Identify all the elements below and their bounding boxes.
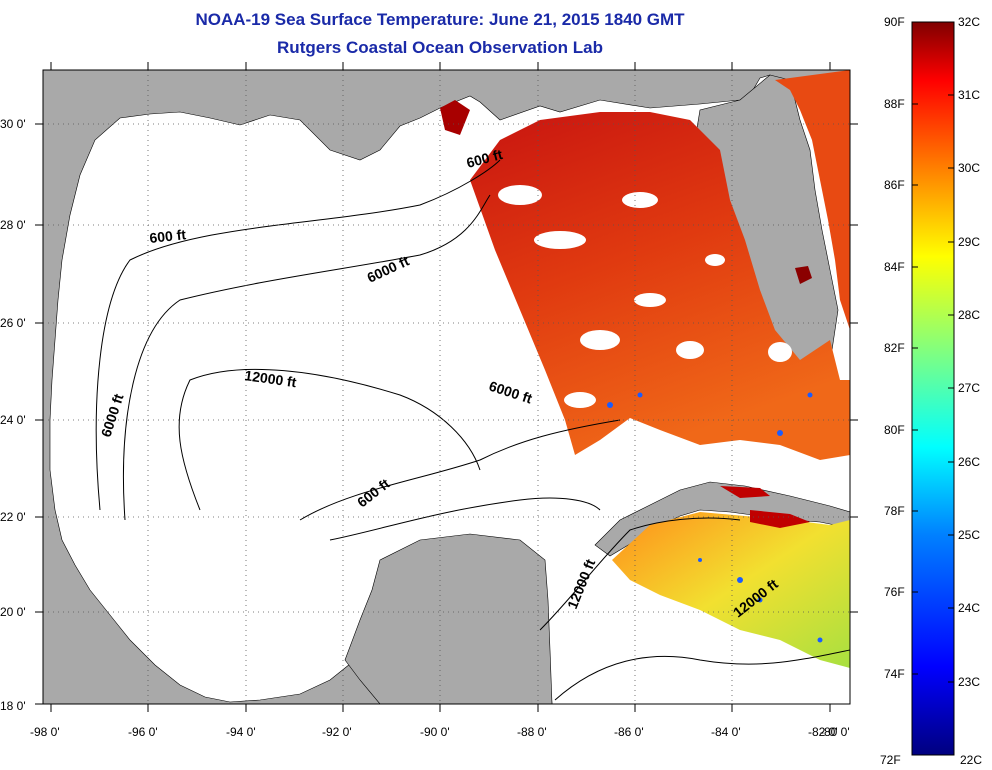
lat-tick-label: 30 0': [0, 117, 26, 131]
axis-ticks: [35, 62, 858, 712]
colorbar-ticks: [912, 94, 954, 683]
colorbar-c-label: 23C: [958, 675, 980, 689]
colorbar-c-label: 22C: [960, 753, 982, 767]
map-subtitle: Rutgers Coastal Ocean Observation Lab: [277, 38, 603, 57]
colorbar-f-label: 72F: [880, 753, 901, 767]
contour-label: 12000 ft: [244, 367, 298, 390]
colorbar-c-label: 28C: [958, 308, 980, 322]
bathymetry-contours: [95, 159, 850, 701]
colorbar-c-label: 32C: [958, 15, 980, 29]
cloud-gaps: [498, 185, 792, 408]
colorbar-c-label: 24C: [958, 601, 980, 615]
colorbar-f-label: 88F: [884, 97, 905, 111]
lat-tick-label: 18 0': [0, 699, 26, 713]
sst-main-swath: [470, 112, 850, 460]
lon-tick-label: -96 0': [128, 725, 158, 739]
lat-tick-label: 28 0': [0, 218, 26, 232]
lon-tick-label: -98 0': [30, 725, 60, 739]
lon-tick-label: -92 0': [322, 725, 352, 739]
colorbar-f-label: 80F: [884, 423, 905, 437]
lon-tick-label: -94 0': [226, 725, 256, 739]
lon-tick-label: -90 0': [420, 725, 450, 739]
yucatan: [344, 533, 553, 704]
colorbar-f-label: 74F: [884, 667, 905, 681]
colorbar: 90F 88F 86F 84F 82F 80F 78F 76F 74F 72F …: [880, 15, 982, 767]
sst-swath: [440, 70, 850, 668]
map-area: 600 ft 600 ft 6000 ft 6000 ft 6000 ft 12…: [43, 70, 850, 704]
contour-label: 600 ft: [149, 226, 187, 246]
colorbar-c-label: 31C: [958, 88, 980, 102]
colorbar-f-label: 90F: [884, 15, 905, 29]
lat-tick-label: 24 0': [0, 413, 26, 427]
colorbar-c-label: 25C: [958, 528, 980, 542]
lon-tick-label: -82 0': [808, 725, 838, 739]
lon-tick-label: -86 0': [614, 725, 644, 739]
sst-hot-spot-cuba: [750, 510, 810, 528]
land-masses: [43, 70, 850, 704]
colorbar-c-label: 26C: [958, 455, 980, 469]
map-title: NOAA-19 Sea Surface Temperature: June 21…: [195, 10, 685, 29]
sst-hot-spot-mississippi: [440, 100, 470, 135]
colorbar-f-label: 84F: [884, 260, 905, 274]
sst-hot-spot-cuba-north: [720, 486, 770, 498]
colorbar-f-label: 76F: [884, 585, 905, 599]
sst-caribbean: [612, 512, 850, 668]
lon-tick-label: -84 0': [711, 725, 741, 739]
lon-tick-label: -80 0': [820, 725, 850, 739]
lon-tick-label: -88 0': [517, 725, 547, 739]
colorbar-c-label: 29C: [958, 235, 980, 249]
colorbar-gradient: [911, 21, 955, 756]
graticule: [43, 70, 850, 704]
map-frame: [42, 69, 851, 705]
lat-tick-label: 22 0': [0, 510, 26, 524]
sst-hot-spot-lake: [795, 266, 812, 284]
cool-specks: [607, 392, 823, 643]
colorbar-f-label: 82F: [884, 341, 905, 355]
colorbar-f-label: 78F: [884, 504, 905, 518]
lat-tick-label: 26 0': [0, 316, 26, 330]
colorbar-c-label: 30C: [958, 161, 980, 175]
lat-tick-label: 20 0': [0, 605, 26, 619]
colorbar-f-label: 86F: [884, 178, 905, 192]
colorbar-c-label: 27C: [958, 381, 980, 395]
sst-florida-east: [775, 70, 850, 330]
